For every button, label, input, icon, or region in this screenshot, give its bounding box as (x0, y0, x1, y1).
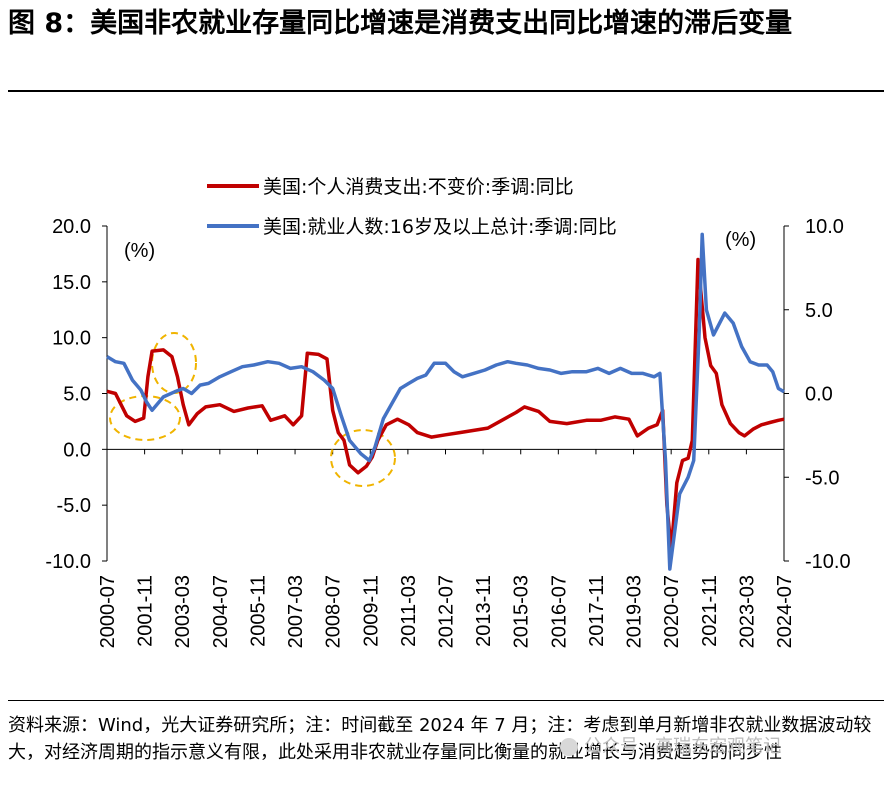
x-tick-label: 2007-03 (285, 575, 307, 648)
x-tick-label: 2012-07 (436, 575, 458, 648)
legend: 美国:个人消费支出:不变价:季调:同比美国:就业人数:16岁及以上总计:季调:同… (207, 176, 617, 238)
right-tick-label: 10.0 (805, 216, 844, 238)
left-tick-label: 10.0 (52, 328, 91, 350)
x-tick-label: 2023-03 (736, 575, 758, 648)
watermark-text: 公众号 · 高瑞东宏观笔记 (584, 736, 782, 757)
x-tick-label: 2005-11 (247, 575, 269, 647)
x-tick-label: 2004-07 (210, 575, 232, 648)
title-rule (8, 90, 884, 92)
right-tick-label: 5.0 (805, 300, 833, 322)
left-tick-label: 20.0 (52, 216, 91, 238)
source-note: 资料来源：Wind，光大证券研究所；注：时间截至 2024 年 7 月；注：考虑… (8, 715, 872, 763)
right-tick-label: -10.0 (805, 551, 851, 573)
left-axis-unit-label: (%) (124, 240, 155, 262)
series-layer (106, 232, 785, 571)
left-tick-label: -10.0 (45, 551, 91, 573)
legend-label: 美国:个人消费支出:不变价:季调:同比 (263, 176, 574, 198)
left-tick-label: 15.0 (52, 272, 91, 294)
x-tick-label: 2001-11 (135, 575, 157, 647)
wechat-icon (560, 738, 578, 756)
annotation-ellipse (330, 429, 396, 487)
x-tick-label: 2020-07 (661, 575, 683, 648)
x-tick-label: 2021-11 (699, 575, 721, 647)
x-tick-label: 2009-11 (360, 575, 382, 647)
chart-axes (102, 225, 789, 562)
x-tick-label: 2015-03 (511, 575, 533, 648)
legend-label: 美国:就业人数:16岁及以上总计:季调:同比 (263, 216, 617, 238)
right-tick-label: 0.0 (805, 384, 833, 406)
x-tick-label: 2008-07 (323, 575, 345, 648)
x-tick-label: 2000-07 (97, 575, 119, 648)
series-line-consumption (106, 257, 785, 552)
left-tick-label: 5.0 (63, 384, 91, 406)
right-axis-unit-label: (%) (725, 229, 756, 251)
x-tick-label: 2003-03 (172, 575, 194, 648)
x-tick-label: 2019-03 (624, 575, 646, 648)
right-tick-label: -5.0 (805, 467, 839, 489)
tick-labels: 20.0 15.0 10.0 5.0 0.0 -5.0 -10.0 10.0 5.0 0.0 -5.… (45, 216, 850, 648)
footer-rule (8, 700, 884, 701)
x-tick-label: 2017-11 (586, 575, 608, 647)
x-tick-label: 2013-11 (473, 575, 495, 647)
series-line-employment (106, 232, 785, 571)
left-tick-label: 0.0 (63, 439, 91, 461)
watermark: 公众号 · 高瑞东宏观笔记 (560, 732, 781, 758)
left-tick-label: -5.0 (57, 495, 91, 517)
x-tick-label: 2016-07 (548, 575, 570, 648)
line-chart: 20.0 15.0 10.0 5.0 0.0 -5.0 -10.0 10.0 5.0 0.0 -5.… (45, 176, 850, 648)
x-tick-label: 2024-07 (774, 575, 796, 648)
x-tick-label: 2011-03 (398, 575, 420, 647)
figure-title: 图 8：美国非农就业存量同比增速是消费支出同比增速的滞后变量 (8, 8, 793, 39)
